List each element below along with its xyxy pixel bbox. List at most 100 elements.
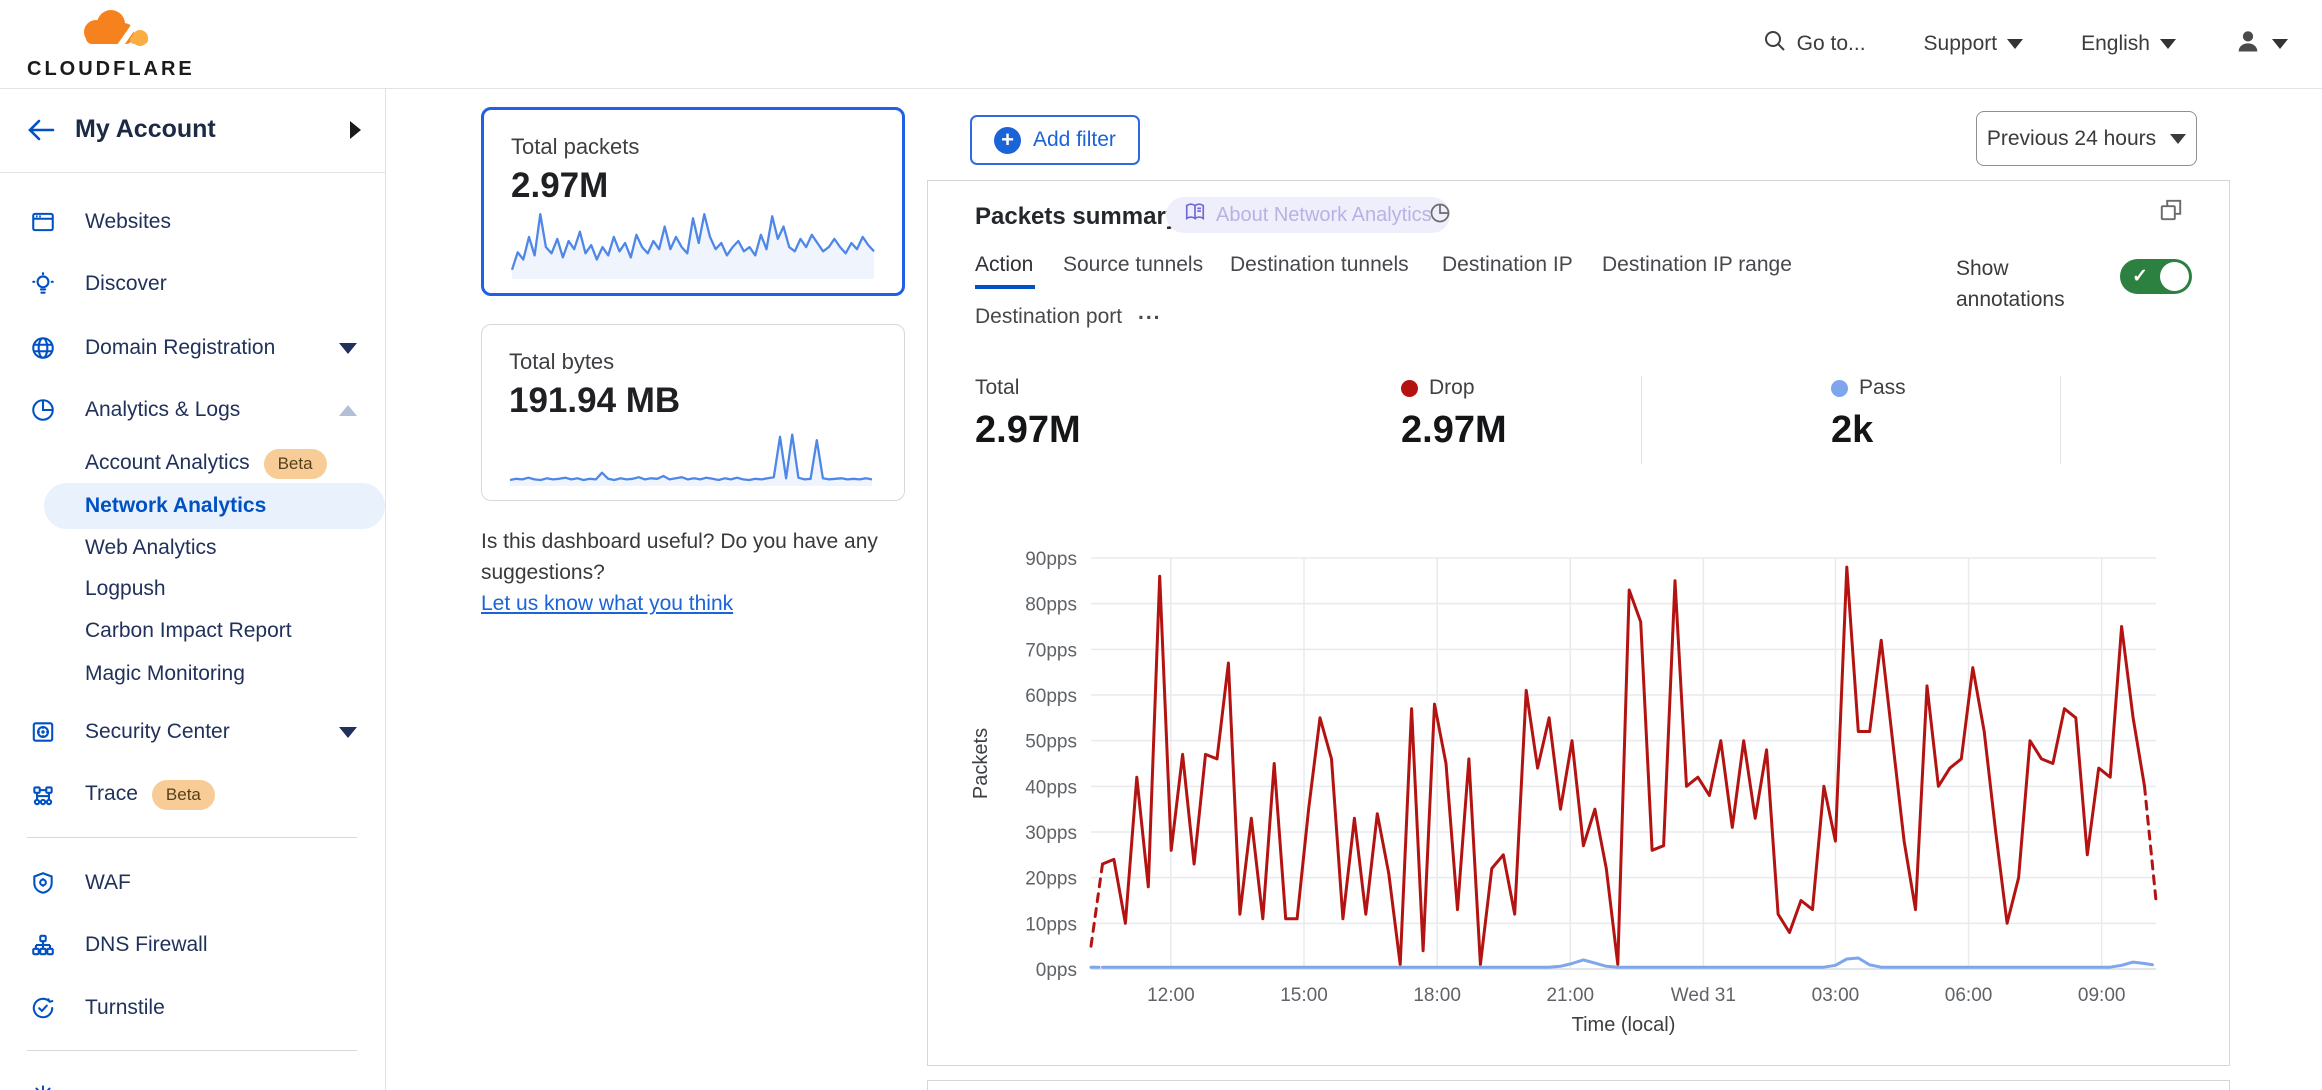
- total-bytes-card[interactable]: Total bytes 191.94 MB: [481, 324, 905, 501]
- show-annotations-toggle[interactable]: ✓: [2120, 259, 2192, 294]
- about-network-analytics-tag[interactable]: About Network Analytics: [1166, 197, 1450, 233]
- stats-divider: [1641, 376, 1642, 464]
- chevron-up-icon: [339, 404, 357, 416]
- svg-text:70pps: 70pps: [1025, 640, 1077, 661]
- sidebar-item-label: Account Analytics Beta: [85, 449, 327, 479]
- svg-text:80pps: 80pps: [1025, 595, 1077, 616]
- sidebar-item-label: DNS Firewall: [85, 933, 208, 956]
- sidebar-item-web-analytics[interactable]: Web Analytics: [0, 528, 385, 568]
- cloudflare-logo[interactable]: CLOUDFLARE: [27, 8, 195, 81]
- card-value: 2.97M: [511, 166, 609, 205]
- hierarchy-icon: [30, 932, 56, 958]
- sidebar-item-label: Carbon Impact Report: [85, 619, 292, 642]
- sidebar-item-magic-monitoring[interactable]: Magic Monitoring: [0, 654, 385, 694]
- browser-icon: [30, 209, 56, 235]
- go-to-search[interactable]: Go to...: [1763, 29, 1866, 59]
- pie-chart-icon: [30, 397, 56, 423]
- vault-icon: [30, 719, 56, 745]
- sidebar-item-dns-firewall[interactable]: DNS Firewall: [0, 923, 385, 967]
- sidebar-item-websites[interactable]: Websites: [0, 200, 385, 244]
- packets-line-chart: 0pps 10pps 20pps 30pps 40pps 50pps 60pps 70pps 8…: [970, 549, 2158, 1036]
- svg-text:0pps: 0pps: [1036, 960, 1077, 981]
- sidebar: My Account Websites Discover: [0, 89, 386, 1090]
- clock-check-icon: [30, 995, 56, 1021]
- account-title: My Account: [75, 115, 216, 143]
- top-nav: CLOUDFLARE Go to... Support English: [0, 0, 2322, 89]
- stat-pass-value: 2k: [1831, 409, 1874, 451]
- total-packets-card[interactable]: Total packets 2.97M: [481, 107, 905, 296]
- support-label: Support: [1923, 32, 1998, 55]
- tab-destination-port[interactable]: Destination port: [975, 305, 1123, 328]
- svg-text:30pps: 30pps: [1025, 823, 1077, 844]
- tab-destination-ip[interactable]: Destination IP: [1442, 253, 1573, 276]
- open-in-window-icon[interactable]: [2158, 197, 2184, 228]
- sidebar-item-waf[interactable]: WAF: [0, 861, 385, 905]
- card-value: 191.94 MB: [509, 381, 681, 420]
- svg-text:21:00: 21:00: [1546, 985, 1594, 1006]
- sidebar-item-label: Domain Registration: [85, 336, 276, 359]
- top-nav-right: Go to... Support English: [1763, 27, 2288, 61]
- tabs-overflow-button[interactable]: ...: [1138, 301, 1162, 324]
- sidebar-item-account-analytics[interactable]: Account Analytics Beta: [0, 444, 385, 484]
- sidebar-item-label: Websites: [85, 210, 171, 233]
- toggle-knob: [2160, 262, 2189, 291]
- sidebar-item-turnstile[interactable]: Turnstile: [0, 986, 385, 1030]
- support-menu[interactable]: Support: [1924, 32, 2024, 56]
- pass-legend-dot: [1831, 379, 1848, 397]
- chevron-down-icon: [2160, 39, 2176, 49]
- panel-title: Packets summary: [975, 203, 1180, 230]
- sidebar-item-network-analytics[interactable]: Network Analytics: [44, 483, 385, 529]
- drop-legend-dot: [1401, 379, 1418, 397]
- svg-text:60pps: 60pps: [1025, 686, 1077, 707]
- stats-divider: [2060, 376, 2061, 464]
- search-icon: [1763, 29, 1787, 59]
- tab-action[interactable]: Action: [975, 253, 1034, 276]
- plus-icon: +: [994, 126, 1021, 154]
- card-title: Total bytes: [509, 349, 615, 374]
- chevron-down-icon: [339, 342, 357, 354]
- tab-destination-tunnels[interactable]: Destination tunnels: [1230, 253, 1409, 276]
- svg-text:20pps: 20pps: [1025, 869, 1077, 890]
- sidebar-item-label: WAF: [85, 871, 131, 894]
- chevron-right-icon[interactable]: [350, 121, 361, 139]
- sidebar-item-label: Turnstile: [85, 996, 165, 1019]
- show-annotations-label: Show annotations: [1956, 257, 2065, 311]
- sidebar-item-domain-registration[interactable]: Domain Registration: [0, 326, 385, 370]
- svg-text:06:00: 06:00: [1945, 985, 1993, 1006]
- feedback-question: Is this dashboard useful? Do you have an…: [481, 530, 878, 584]
- sidebar-item-trace[interactable]: Trace Beta: [0, 773, 385, 817]
- account-menu[interactable]: [2234, 27, 2288, 61]
- sidebar-item-label: Network Analytics: [85, 494, 267, 517]
- sidebar-item-analytics-logs[interactable]: Analytics & Logs: [0, 388, 385, 432]
- total-bytes-sparkline: [509, 433, 873, 486]
- tab-source-tunnels[interactable]: Source tunnels: [1063, 253, 1204, 276]
- chevron-down-icon: [2272, 39, 2288, 49]
- add-filter-button[interactable]: + Add filter: [970, 115, 1140, 165]
- feedback-link[interactable]: Let us know what you think: [481, 592, 734, 615]
- svg-text:50pps: 50pps: [1025, 732, 1077, 753]
- total-packets-sparkline: [510, 213, 875, 279]
- back-arrow-icon[interactable]: [26, 117, 56, 148]
- sidebar-item-partial[interactable]: [0, 1072, 385, 1090]
- tab-destination-ip-range[interactable]: Destination IP range: [1602, 253, 1792, 276]
- stat-pass-label: Pass: [1831, 376, 1906, 400]
- stat-drop-value: 2.97M: [1401, 409, 1507, 451]
- sidebar-item-discover[interactable]: Discover: [0, 262, 385, 306]
- svg-text:90pps: 90pps: [1025, 549, 1077, 570]
- sidebar-item-logpush[interactable]: Logpush: [0, 569, 385, 609]
- sidebar-divider: [27, 837, 357, 838]
- sidebar-item-label: Magic Monitoring: [85, 662, 245, 685]
- time-range-label: Previous 24 hours: [1986, 126, 2157, 150]
- stat-drop-label: Drop: [1401, 376, 1475, 400]
- cloudflare-wordmark: CLOUDFLARE: [27, 57, 195, 80]
- time-range-dropdown[interactable]: Previous 24 hours: [1976, 111, 2197, 166]
- trace-icon: [30, 782, 56, 808]
- pie-indicator-icon[interactable]: [1428, 201, 1452, 230]
- sidebar-item-label: Discover: [85, 272, 167, 295]
- sidebar-item-security-center[interactable]: Security Center: [0, 710, 385, 754]
- sidebar-item-carbon-impact-report[interactable]: Carbon Impact Report: [0, 611, 385, 651]
- svg-text:03:00: 03:00: [1812, 985, 1860, 1006]
- sidebar-divider: [27, 1050, 357, 1051]
- language-menu[interactable]: English: [2081, 32, 2176, 56]
